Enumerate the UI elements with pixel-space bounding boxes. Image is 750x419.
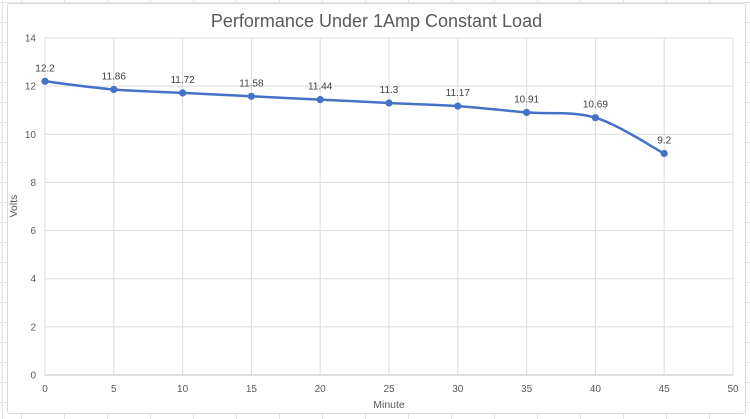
svg-text:11.3: 11.3: [380, 85, 399, 96]
svg-text:10.91: 10.91: [514, 94, 539, 105]
y-axis-title: Volts: [8, 194, 20, 218]
svg-text:9.2: 9.2: [657, 136, 671, 147]
svg-text:14: 14: [25, 34, 37, 45]
svg-text:35: 35: [521, 384, 533, 395]
svg-text:6: 6: [30, 226, 36, 237]
svg-text:2: 2: [30, 322, 36, 333]
svg-text:11.58: 11.58: [239, 78, 264, 89]
svg-text:20: 20: [315, 384, 327, 395]
chart-area[interactable]: 0 2 4 6 8 10 12 14 0 5 10 15 20 25 30 35 40 45 50 12.2 11.86…: [7, 3, 746, 414]
svg-text:11.44: 11.44: [308, 82, 333, 93]
data-series-line: [43, 80, 666, 155]
svg-text:25: 25: [383, 384, 395, 395]
svg-text:11.17: 11.17: [446, 88, 471, 99]
data-labels: 12.2 11.86 11.72 11.58 11.44 11.3 11.17 10.91 10…: [35, 63, 671, 146]
svg-text:50: 50: [727, 384, 739, 395]
svg-text:5: 5: [111, 384, 117, 395]
svg-text:30: 30: [452, 384, 464, 395]
svg-text:11.72: 11.72: [170, 75, 195, 86]
svg-text:10: 10: [177, 384, 189, 395]
svg-text:15: 15: [246, 384, 258, 395]
svg-text:4: 4: [30, 274, 36, 285]
svg-text:40: 40: [590, 384, 602, 395]
y-tick-labels: 0 2 4 6 8 10 12 14: [25, 34, 37, 382]
plot-svg: 0 2 4 6 8 10 12 14 0 5 10 15 20 25 30 35 40 45 50 12.2 11.86…: [25, 34, 739, 396]
svg-text:8: 8: [30, 178, 36, 189]
x-tick-labels: 0 5 10 15 20 25 30 35 40 45 50: [42, 384, 739, 395]
svg-text:0: 0: [42, 384, 48, 395]
data-point-markers: [41, 77, 668, 158]
svg-text:11.86: 11.86: [102, 72, 127, 83]
svg-text:10.69: 10.69: [583, 100, 608, 111]
svg-text:12.2: 12.2: [35, 63, 55, 74]
svg-text:45: 45: [659, 384, 671, 395]
svg-text:0: 0: [30, 371, 36, 382]
svg-text:10: 10: [25, 130, 37, 141]
svg-text:12: 12: [25, 82, 37, 93]
chart-title: Performance Under 1Amp Constant Load: [210, 11, 543, 31]
x-axis-title: Minute: [373, 399, 405, 411]
